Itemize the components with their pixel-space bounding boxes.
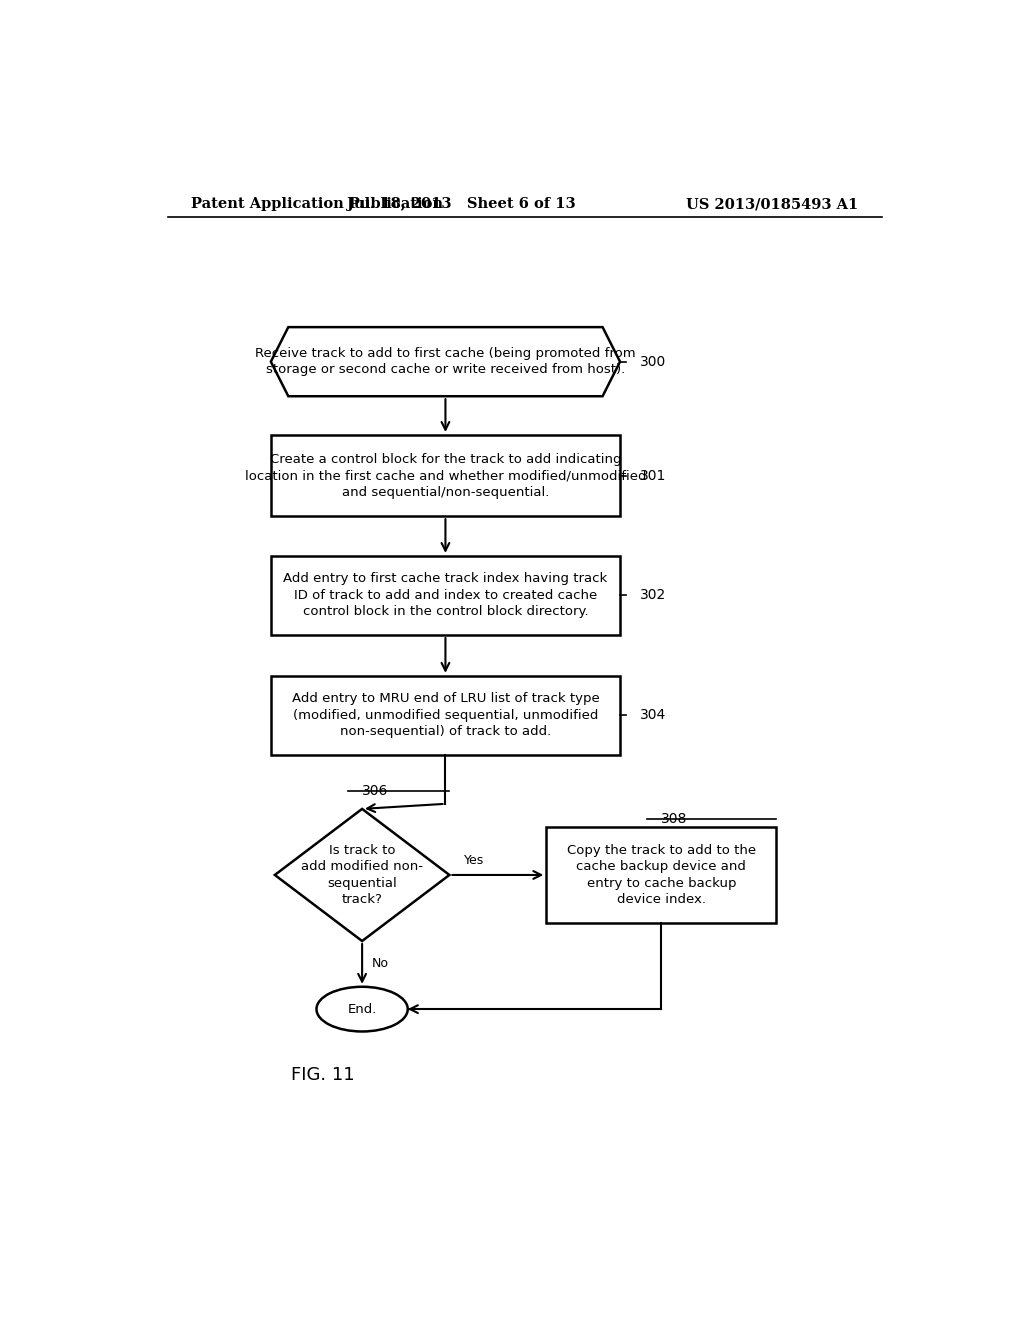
Text: Receive track to add to first cache (being promoted from
storage or second cache: Receive track to add to first cache (bei… (255, 347, 636, 376)
Text: Create a control block for the track to add indicating
location in the first cac: Create a control block for the track to … (245, 453, 646, 499)
Ellipse shape (316, 987, 408, 1031)
Text: 306: 306 (362, 784, 388, 797)
Text: Jul. 18, 2013   Sheet 6 of 13: Jul. 18, 2013 Sheet 6 of 13 (347, 197, 575, 211)
Text: FIG. 11: FIG. 11 (291, 1067, 354, 1084)
Text: 300: 300 (640, 355, 667, 368)
Text: Is track to
add modified non-
sequential
track?: Is track to add modified non- sequential… (301, 843, 423, 907)
Text: Add entry to MRU end of LRU list of track type
(modified, unmodified sequential,: Add entry to MRU end of LRU list of trac… (292, 693, 599, 738)
Text: US 2013/0185493 A1: US 2013/0185493 A1 (686, 197, 858, 211)
Text: Yes: Yes (464, 854, 484, 867)
Text: Copy the track to add to the
cache backup device and
entry to cache backup
devic: Copy the track to add to the cache backu… (566, 843, 756, 907)
Text: 301: 301 (640, 469, 667, 483)
FancyBboxPatch shape (546, 826, 776, 923)
Text: Add entry to first cache track index having track
ID of track to add and index t: Add entry to first cache track index hav… (284, 573, 607, 619)
Text: Patent Application Publication: Patent Application Publication (191, 197, 443, 211)
Polygon shape (270, 327, 620, 396)
Text: No: No (372, 957, 389, 970)
Text: 308: 308 (662, 812, 688, 826)
Text: 302: 302 (640, 589, 667, 602)
Text: End.: End. (347, 1003, 377, 1015)
FancyBboxPatch shape (270, 434, 620, 516)
FancyBboxPatch shape (270, 676, 620, 755)
Text: 304: 304 (640, 709, 667, 722)
FancyBboxPatch shape (270, 556, 620, 635)
Polygon shape (274, 809, 450, 941)
